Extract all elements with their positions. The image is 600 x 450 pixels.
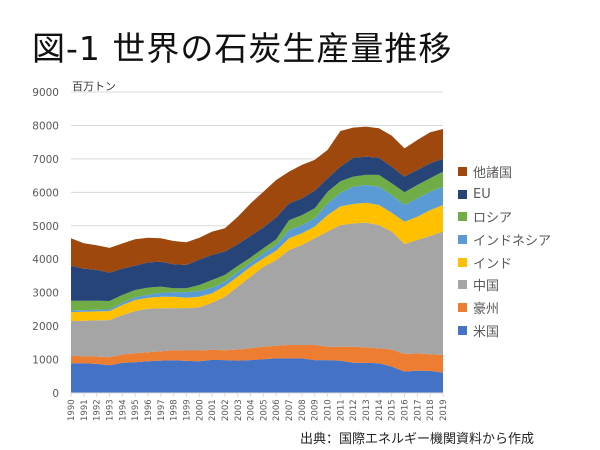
x-tick-label: 2000 [195,399,205,421]
x-tick-label: 1994 [118,399,128,421]
legend-swatch [458,189,467,199]
x-tick-label: 1992 [93,399,103,421]
area-1 [71,345,443,373]
y-tick-label: 5000 [32,221,59,233]
x-axis-ticks: 1990 1991 1992 1993 1994 1995 1996 1997 1998 1999… [67,392,449,421]
legend-label: 米国 [473,324,500,340]
legend: 他諸国 EU ロシアインドネシア インド中国豪州米国 [458,160,551,342]
x-tick-label: 1991 [80,399,90,421]
x-tick-label: 2003 [234,399,244,421]
y-tick-label: 9000 [32,87,59,99]
x-tick-label: 2008 [298,399,308,421]
legend-item: 中国 [458,273,551,296]
y-tick-label: 3000 [32,288,59,300]
legend-label: インド [473,256,513,272]
legend-item: ロシア [458,205,551,228]
legend-item: インド [458,251,551,274]
area-6 [71,156,443,301]
legend-swatch [458,325,467,335]
y-axis-ticks: 0 1000 2000 3000 4000 5000 6000 7000 8000 9000 [32,87,59,400]
legend-item: EU [458,183,551,206]
legend-swatch [458,212,467,222]
legend-label: 他諸国 [473,165,513,181]
x-tick-label: 2007 [285,399,295,421]
legend-label: 豪州 [473,301,500,317]
legend-label: EU [473,186,491,202]
x-tick-label: 2010 [324,399,334,421]
legend-item: 他諸国 [458,160,551,183]
legend-label: インドネシア [473,233,552,249]
y-tick-label: 2000 [32,321,59,333]
x-tick-label: 2004 [247,399,257,421]
x-tick-label: 1997 [157,399,167,421]
x-tick-label: 2002 [221,399,231,421]
legend-label: ロシア [473,211,513,227]
x-tick-label: 1993 [105,399,115,421]
y-tick-label: 8000 [32,120,59,132]
x-tick-label: 2017 [413,399,423,421]
area-7 [71,126,443,273]
x-tick-label: 2009 [311,399,321,421]
x-tick-label: 2012 [349,399,359,421]
x-tick-label: 2016 [401,399,411,421]
x-tick-label: 1995 [131,399,141,421]
area-2 [71,222,443,358]
y-tick-label: 4000 [32,254,59,266]
y-axis-unit-label: 百万トン [72,80,116,93]
source-note: 出典：国際エネルギー機関資料から作成 [300,432,535,447]
x-tick-label: 1990 [67,399,77,421]
x-tick-label: 2006 [272,399,282,421]
x-tick-label: 1999 [182,399,192,421]
legend-label: 中国 [473,279,500,295]
legend-swatch [458,280,467,290]
chart-title: 図-1 世界の石炭生産量推移 [32,29,453,68]
x-tick-label: 2011 [336,399,346,421]
x-tick-label: 2015 [388,399,398,421]
area-0 [71,358,443,393]
legend-item: 豪州 [458,296,551,319]
legend-item: 米国 [458,319,551,342]
legend-swatch [458,234,467,244]
y-tick-label: 1000 [32,355,59,367]
x-tick-label: 1996 [144,399,154,421]
x-tick-label: 2005 [259,399,269,421]
y-tick-label: 7000 [32,154,59,166]
x-tick-label: 2013 [362,399,372,421]
legend-swatch [458,257,467,267]
x-tick-label: 2018 [426,399,436,421]
y-tick-label: 6000 [32,187,59,199]
y-tick-label: 0 [52,388,59,400]
x-tick-label: 1998 [170,399,180,421]
x-tick-label: 2001 [208,399,218,421]
x-tick-label: 2014 [375,399,385,421]
legend-swatch [458,166,467,176]
x-tick-label: 2019 [439,399,449,421]
area-series [71,126,443,393]
legend-swatch [458,302,467,312]
legend-item: インドネシア [458,228,551,251]
